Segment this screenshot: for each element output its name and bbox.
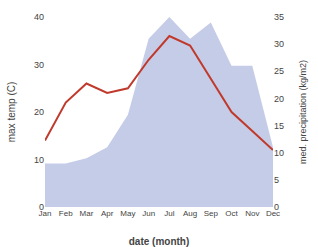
- svg-text:40: 40: [34, 12, 44, 22]
- svg-text:30: 30: [34, 60, 44, 70]
- svg-text:Aug: Aug: [183, 209, 197, 218]
- svg-text:Jan: Jan: [39, 209, 52, 218]
- svg-text:35: 35: [274, 12, 284, 22]
- svg-text:15: 15: [274, 121, 284, 131]
- svg-text:May: May: [120, 209, 135, 218]
- svg-text:20: 20: [34, 107, 44, 117]
- svg-text:med. precipitation (kg/m2): med. precipitation (kg/m2): [298, 60, 308, 164]
- svg-text:Oct: Oct: [225, 209, 238, 218]
- svg-text:25: 25: [274, 66, 284, 76]
- svg-text:10: 10: [274, 148, 284, 158]
- svg-text:10: 10: [34, 155, 44, 165]
- svg-text:0: 0: [274, 202, 279, 212]
- svg-text:Jul: Jul: [164, 209, 174, 218]
- svg-text:30: 30: [274, 39, 284, 49]
- svg-text:Apr: Apr: [101, 209, 114, 218]
- svg-text:date (month): date (month): [129, 236, 190, 247]
- svg-text:Sep: Sep: [204, 209, 219, 218]
- svg-text:Feb: Feb: [59, 209, 73, 218]
- svg-text:Mar: Mar: [80, 209, 94, 218]
- svg-text:Nov: Nov: [245, 209, 259, 218]
- svg-text:0: 0: [39, 202, 44, 212]
- svg-text:20: 20: [274, 94, 284, 104]
- svg-text:Dec: Dec: [266, 209, 280, 218]
- svg-text:5: 5: [274, 175, 279, 185]
- svg-text:Jun: Jun: [142, 209, 155, 218]
- svg-text:max temp (C): max temp (C): [6, 82, 17, 143]
